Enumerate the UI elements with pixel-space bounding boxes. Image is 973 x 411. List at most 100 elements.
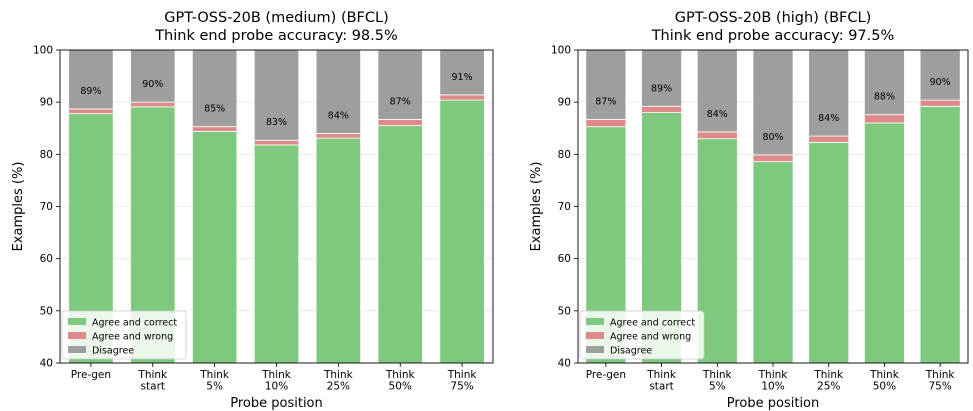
y-tick-label: 80 — [40, 149, 53, 161]
bar-segment-agree-and-wrong — [439, 94, 485, 101]
bar-segment-agree-and-wrong — [191, 126, 238, 132]
y-tick-label: 60 — [40, 253, 53, 265]
y-tick-label: 40 — [40, 358, 53, 370]
bar-label: 85% — [204, 104, 225, 115]
y-tick-label: 70 — [558, 201, 571, 213]
bar-segment-disagree — [919, 49, 961, 101]
legend-swatch — [68, 318, 86, 325]
x-tick-label: 25% — [327, 381, 350, 393]
bar-segment-agree-and-correct — [808, 141, 850, 364]
x-tick-label: Think — [869, 369, 900, 381]
legend-box — [579, 310, 705, 360]
x-tick-label: 10% — [761, 381, 784, 393]
y-tick-label: 70 — [40, 201, 53, 213]
bar-segment-agree-and-correct — [919, 105, 961, 364]
legend-swatch — [68, 332, 86, 339]
x-tick-label: Think — [646, 369, 677, 381]
y-tick-label: 60 — [558, 253, 571, 265]
bar-segment-agree-and-wrong — [377, 118, 423, 127]
legend: Agree and correct Agree and wrong Disagree — [579, 310, 705, 360]
bar-segment-disagree — [191, 49, 238, 128]
bar-segment-agree-and-wrong — [68, 108, 114, 115]
legend-swatch — [586, 346, 604, 353]
chart-title: GPT-OSS-20B (high) (BFCL) — [675, 10, 872, 26]
bar-segment-disagree — [808, 49, 850, 137]
bar-segment-agree-and-correct — [315, 137, 362, 364]
x-tick-label: Think — [199, 369, 230, 381]
bar-label: 90% — [930, 77, 951, 88]
legend: Agree and correct Agree and wrong Disagree — [61, 310, 187, 360]
bar-label: 84% — [328, 110, 349, 121]
bar-label: 84% — [707, 109, 728, 120]
y-tick-label: 100 — [33, 45, 53, 57]
x-tick-label: Pre-gen — [71, 369, 111, 381]
x-tick-label: start — [141, 381, 165, 393]
chart-subtitle: Think end probe accuracy: 97.5% — [651, 28, 895, 44]
bar-segment-agree-and-correct — [439, 99, 485, 364]
chart-subtitle: Think end probe accuracy: 98.5% — [154, 28, 398, 44]
bar-segment-disagree — [696, 49, 738, 133]
y-tick-label: 50 — [558, 305, 571, 317]
bar-segment-agree-and-correct — [752, 161, 794, 364]
y-tick-label: 80 — [558, 149, 571, 161]
bar-segment-agree-and-wrong — [808, 135, 850, 143]
x-tick-label: 75% — [928, 381, 951, 393]
y-tick-label: 100 — [551, 45, 571, 57]
x-tick-label: Pre-gen — [586, 369, 626, 381]
bar-label: 89% — [651, 83, 672, 94]
legend-swatch — [586, 318, 604, 325]
x-tick-label: 25% — [817, 381, 840, 393]
x-tick-label: Think — [447, 369, 478, 381]
legend-label: Agree and wrong — [610, 332, 691, 343]
legend-swatch — [68, 346, 86, 353]
x-tick-label: 50% — [873, 381, 896, 393]
x-tick-label: Think — [925, 369, 956, 381]
chart-panel-2: GPT-OSS-20B (high) (BFCL) Think end probe… — [529, 10, 969, 411]
x-tick-label: Think — [758, 369, 789, 381]
bar-label: 80% — [762, 132, 783, 143]
x-axis-label: Probe position — [230, 396, 323, 411]
x-tick-label: Think — [137, 369, 168, 381]
x-tick-label: 5% — [206, 381, 223, 393]
bar-label: 87% — [390, 96, 411, 107]
legend-label: Agree and correct — [92, 318, 177, 329]
bar-label: 88% — [874, 92, 895, 103]
bar-segment-agree-and-wrong — [315, 133, 362, 139]
chart-title: GPT-OSS-20B (medium) (BFCL) — [164, 10, 389, 26]
y-tick-label: 90 — [40, 97, 53, 109]
bar-label: 89% — [80, 86, 101, 97]
axes-frame — [577, 49, 969, 364]
bar-label: 83% — [266, 117, 287, 128]
bar-segment-disagree — [641, 49, 683, 107]
x-tick-label: start — [649, 381, 673, 393]
legend-label: Disagree — [610, 346, 652, 357]
y-tick-label: 90 — [558, 97, 571, 109]
bar-segment-disagree — [752, 49, 794, 156]
x-tick-label: 50% — [389, 381, 412, 393]
bar-segment-agree-and-correct — [863, 122, 905, 364]
legend-label: Agree and correct — [610, 318, 695, 329]
y-axis-label: Examples (%) — [529, 162, 544, 252]
bar-label: 90% — [142, 79, 163, 90]
legend-label: Agree and wrong — [92, 332, 173, 343]
bar-segment-disagree — [439, 49, 485, 96]
axes-frame — [59, 49, 494, 364]
bar-segment-agree-and-wrong — [585, 118, 627, 128]
bar-segment-disagree — [253, 49, 300, 141]
x-tick-label: Think — [261, 369, 292, 381]
x-tick-label: 5% — [709, 381, 726, 393]
x-tick-label: Think — [702, 369, 733, 381]
bar-segment-agree-and-wrong — [752, 154, 794, 163]
bar-label: 87% — [595, 96, 616, 107]
legend-label: Disagree — [92, 346, 134, 357]
bar-segment-agree-and-wrong — [130, 101, 176, 108]
bar-segment-agree-and-wrong — [641, 105, 683, 113]
x-tick-label: Think — [813, 369, 844, 381]
bar-segment-agree-and-correct — [191, 130, 238, 364]
bar-segment-disagree — [377, 49, 423, 120]
bar-segment-disagree — [68, 49, 114, 110]
bar-segment-agree-and-wrong — [253, 139, 300, 146]
legend-box — [61, 310, 187, 360]
x-tick-label: Think — [385, 369, 416, 381]
bar-segment-agree-and-correct — [253, 144, 300, 364]
